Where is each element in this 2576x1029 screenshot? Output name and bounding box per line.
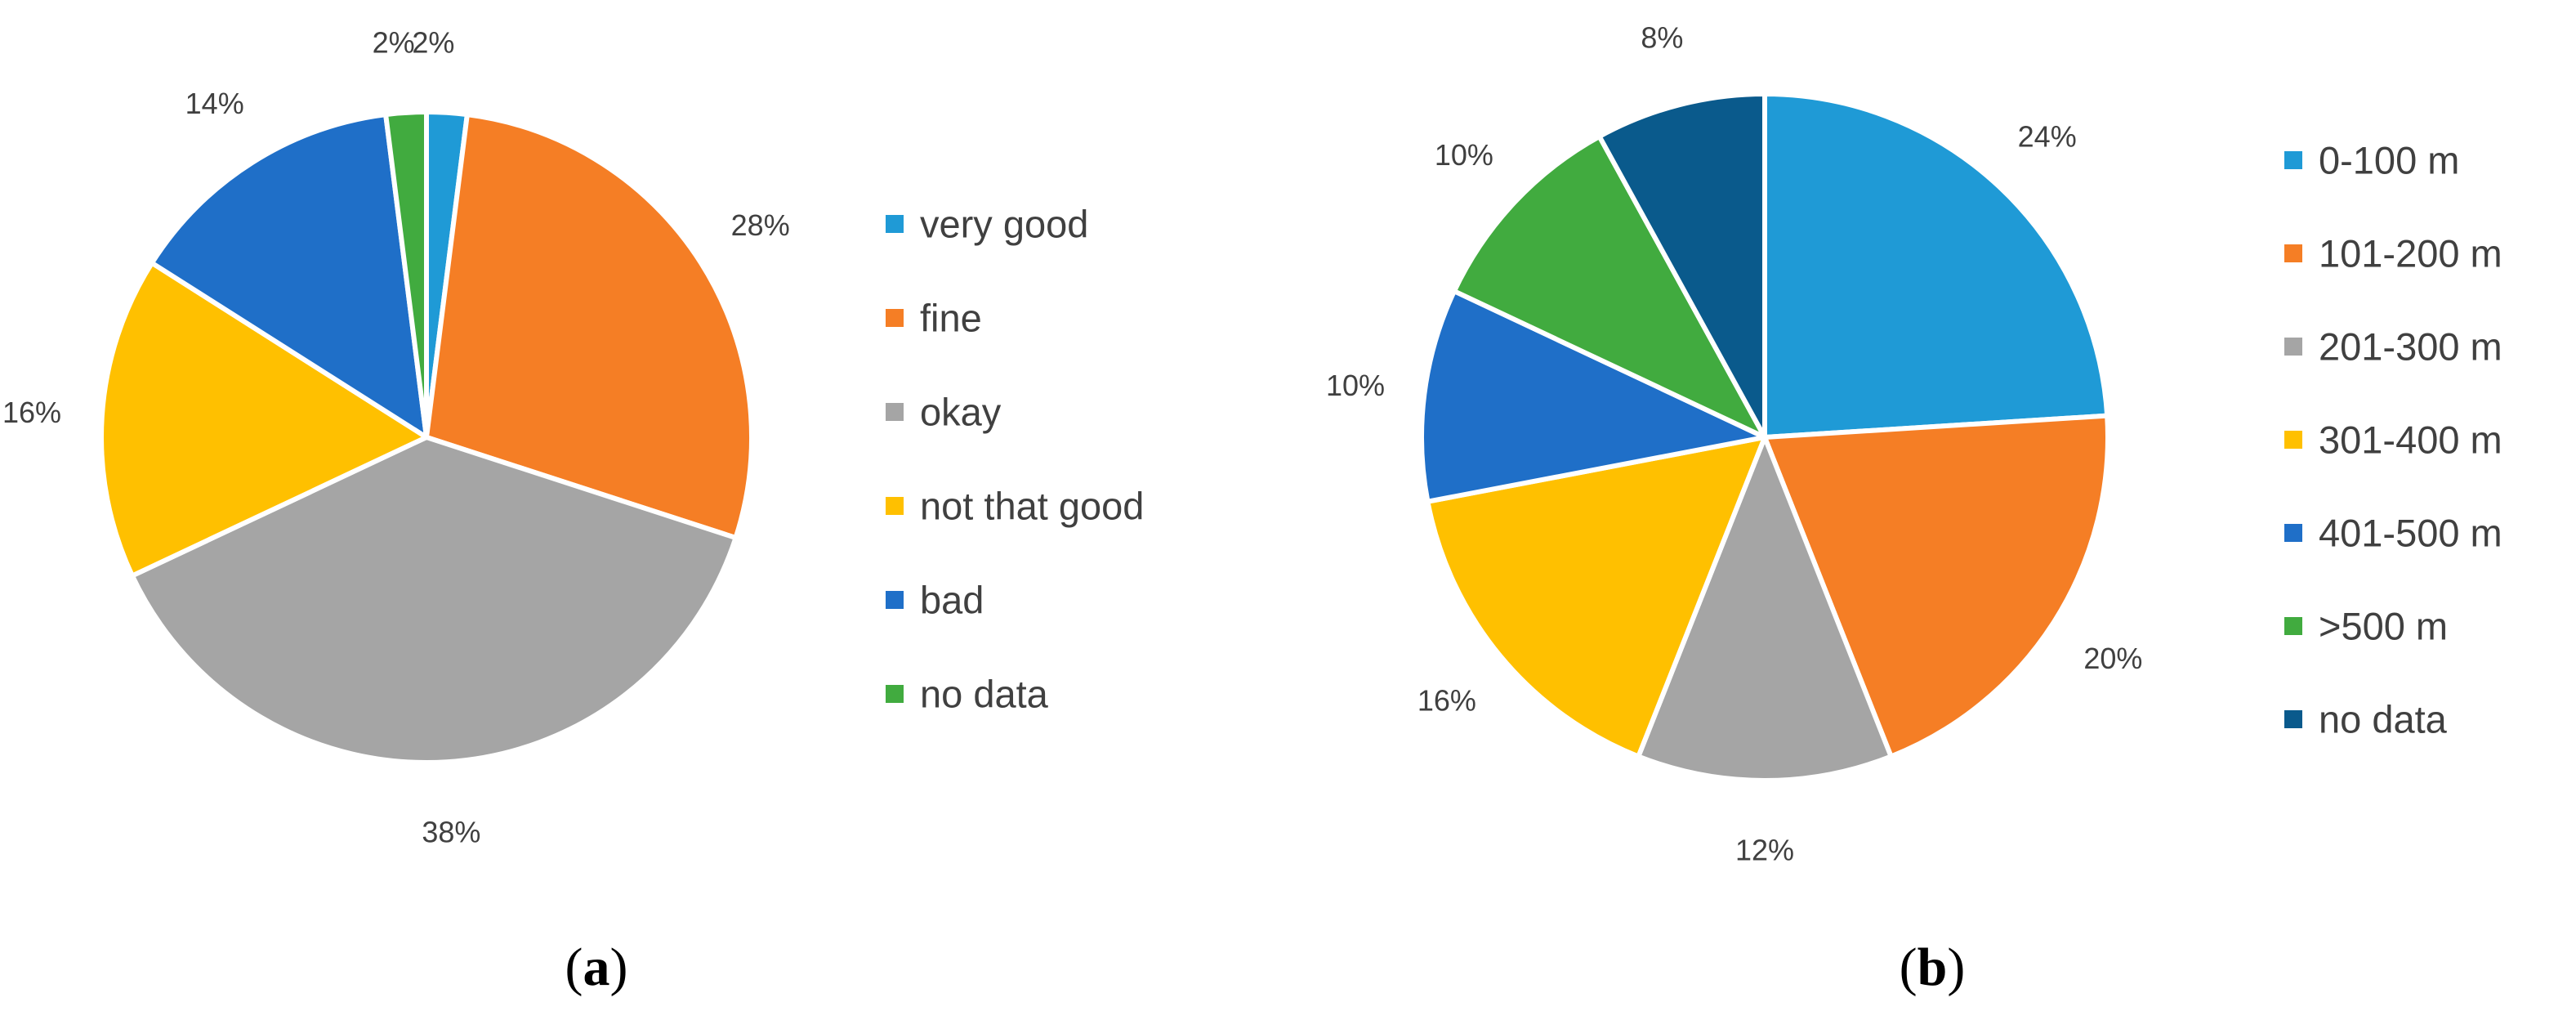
data-label-b-over-500-m: 10% [1435,138,1493,172]
legend-label-b-over-500-m: >500 m [2319,605,2448,648]
data-label-a-no-data: 2% [373,26,415,60]
data-label-b-201-300-m: 12% [1735,834,1794,867]
legend-label-b-301-400-m: 301-400 m [2319,418,2502,462]
data-label-a-very-good: 2% [412,26,454,60]
legend-label-a-okay: okay [920,391,1002,434]
legend-swatch-b-301-400-m [2284,431,2302,449]
pie-slice-b-0-100-m [1762,92,2110,440]
legend-swatch-b-no-data [2284,710,2302,728]
pie-slice-a-no-data [383,110,429,440]
legend-label-b-401-500-m: 401-500 m [2319,512,2502,555]
pie-slice-b-201-300-m [1636,435,1894,783]
pie-slice-a-bad [149,112,429,440]
legend-label-a-fine: fine [920,297,982,340]
legend-label-b-101-200-m: 101-200 m [2319,232,2502,275]
legend-label-b-0-100-m: 0-100 m [2319,139,2459,182]
data-label-b-no-data: 8% [1641,20,1683,54]
pie-slice-b-101-200-m [1762,413,2110,759]
pie-slice-b-301-400-m [1425,435,1767,759]
legend-swatch-b-101-200-m [2284,244,2302,262]
legend-swatch-a-not-that-good [886,497,904,515]
legend-label-a-not-that-good: not that good [920,485,1144,528]
data-label-b-301-400-m: 16% [1417,683,1476,717]
pie-slice-a-not-that-good [99,260,429,579]
legend-label-a-no-data: no data [920,673,1049,716]
panel-caption-a: (a) [565,937,628,997]
legend-swatch-b-over-500-m [2284,617,2302,635]
legend-swatch-a-very-good [886,215,904,233]
pie-chart-a: 2% 28% 38% 16% 14% 2% very good fine okay not tha… [2,26,1144,998]
data-label-a-okay: 38% [422,816,480,849]
legend-label-a-bad: bad [920,579,984,622]
legend-swatch-a-okay [886,403,904,421]
data-label-b-101-200-m: 20% [2083,642,2142,675]
pie-chart-b: 24% 20% 12% 16% 10% 10% 8% 0-100 m 101-200 m 201-… [1326,20,2502,997]
pie-slice-b-no-data [1596,92,1767,440]
panel-caption-b: (b) [1900,937,1966,997]
pie-slice-a-fine [424,112,754,540]
legend-swatch-a-fine [886,309,904,327]
data-label-a-fine: 28% [731,208,790,242]
legend-label-b-201-300-m: 201-300 m [2319,325,2502,369]
legend-label-a-very-good: very good [920,203,1088,246]
data-label-a-bad: 14% [185,87,244,120]
legend-swatch-b-401-500-m [2284,524,2302,542]
legend-swatch-a-no-data [886,685,904,703]
legend-label-b-no-data: no data [2319,698,2448,741]
data-label-b-401-500-m: 10% [1326,369,1385,402]
data-label-a-not-that-good: 16% [2,396,61,429]
pie-slice-b-over-500-m [1451,133,1767,440]
legend-swatch-b-0-100-m [2284,151,2302,169]
data-label-b-0-100-m: 24% [2018,119,2077,153]
legend-swatch-b-201-300-m [2284,338,2302,356]
pie-slice-b-401-500-m [1419,289,1767,504]
legend-swatch-a-bad [886,591,904,609]
pie-slice-a-okay [129,435,739,765]
